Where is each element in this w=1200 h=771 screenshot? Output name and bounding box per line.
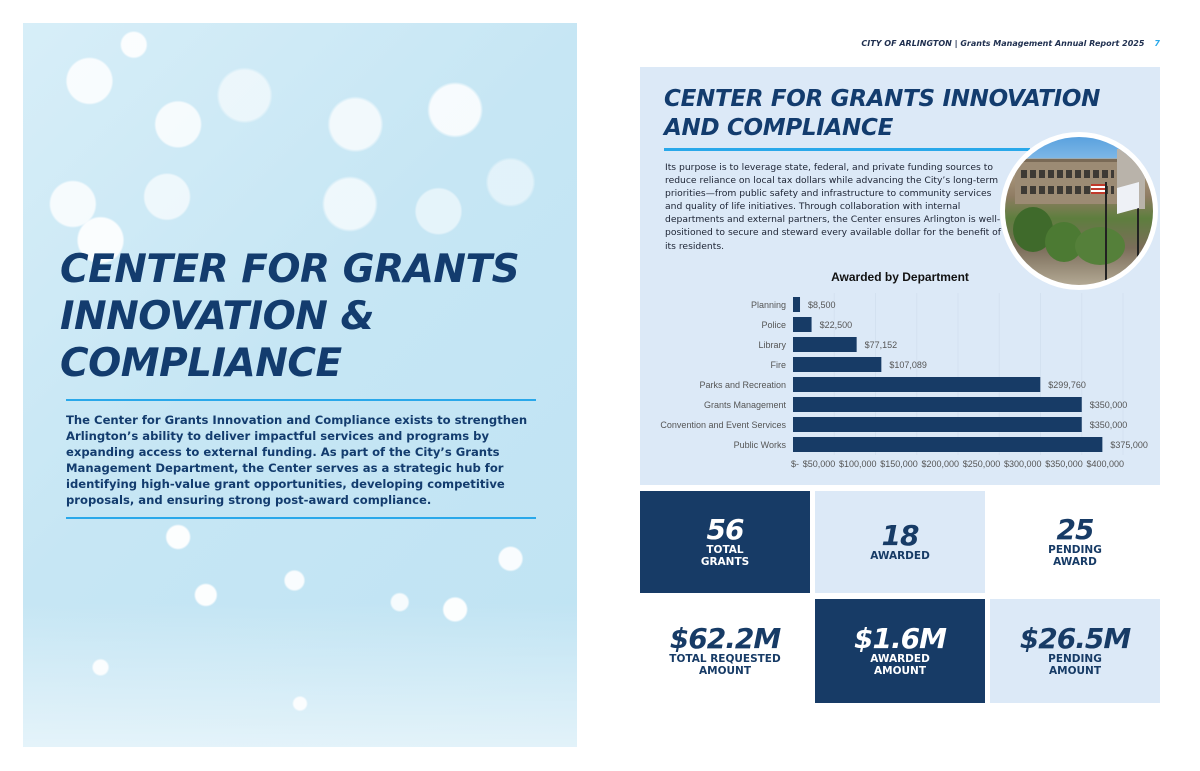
category-label: Convention and Event Services: [660, 420, 786, 430]
hero-bokeh-image: [23, 23, 577, 747]
stat-tile: $62.2M TOTAL REQUESTED AMOUNT: [640, 599, 810, 703]
data-label: $107,089: [889, 360, 927, 370]
category-label: Police: [761, 320, 786, 330]
running-header-text: CITY OF ARLINGTON | Grants Management An…: [861, 39, 1145, 48]
stat-value: $26.5M: [1019, 622, 1131, 655]
x-tick-label: $-: [791, 459, 799, 469]
stat-label: GRANTS: [700, 556, 750, 568]
bar: [793, 437, 1103, 452]
left-title-line: COMPLIANCE: [60, 341, 342, 386]
stat-label: PENDING: [1048, 544, 1102, 556]
category-label: Library: [758, 340, 786, 350]
panel-title-line: AND COMPLIANCE: [664, 115, 893, 141]
photo-city-flag: [1117, 182, 1139, 214]
stat-tile: 25 PENDING AWARD: [990, 491, 1160, 593]
city-hall-photo: [1000, 132, 1158, 290]
x-tick-label: $350,000: [1045, 459, 1083, 469]
x-tick-label: $150,000: [880, 459, 918, 469]
stat-label: AWARDED: [870, 550, 930, 562]
data-label: $350,000: [1090, 400, 1128, 410]
left-divider-top: [66, 399, 536, 401]
stat-label: PENDING: [1048, 653, 1102, 665]
data-label: $8,500: [808, 300, 836, 310]
left-title-line: INNOVATION &: [60, 294, 375, 339]
category-label: Grants Management: [704, 400, 787, 410]
stat-label: AWARD: [1053, 556, 1097, 568]
running-header: CITY OF ARLINGTON | Grants Management An…: [861, 39, 1160, 48]
panel-title: CENTER FOR GRANTS INNOVATION AND COMPLIA…: [664, 85, 1134, 143]
photo-flagpole: [1105, 182, 1107, 285]
left-page-intro: The Center for Grants Innovation and Com…: [66, 413, 528, 508]
x-tick-label: $200,000: [921, 459, 959, 469]
stat-tile: 56 TOTAL GRANTS: [640, 491, 810, 593]
stat-label: AWARDED: [870, 653, 930, 665]
page-number: 7: [1154, 39, 1160, 48]
x-tick-label: $250,000: [963, 459, 1001, 469]
photo-tree: [1075, 227, 1125, 265]
bar-chart-svg: Planning $8,500 Police $22,500 Library $77,15…: [660, 293, 1148, 469]
bar: [793, 297, 801, 312]
category-label: Parks and Recreation: [699, 380, 786, 390]
bar: [793, 317, 812, 332]
data-label: $375,000: [1110, 440, 1148, 450]
stat-label: TOTAL: [706, 544, 744, 556]
bar: [793, 357, 882, 372]
stat-tile: $26.5M PENDING AMOUNT: [990, 599, 1160, 703]
bar: [793, 337, 857, 352]
panel-title-line: CENTER FOR GRANTS INNOVATION: [664, 86, 1101, 112]
left-title-line: CENTER FOR GRANTS: [60, 247, 520, 292]
stat-label: AMOUNT: [874, 665, 926, 677]
stat-value: 56: [706, 513, 745, 546]
stat-tile: $1.6M AWARDED AMOUNT: [815, 599, 985, 703]
info-panel: CENTER FOR GRANTS INNOVATION AND COMPLIA…: [640, 67, 1160, 485]
category-label: Public Works: [734, 440, 787, 450]
x-tick-label: $300,000: [1004, 459, 1042, 469]
awarded-by-department-chart: Planning $8,500 Police $22,500 Library $77,15…: [640, 289, 1160, 479]
stat-value: 18: [881, 519, 920, 552]
bar: [793, 377, 1041, 392]
bar: [793, 397, 1082, 412]
stat-value: 25: [1056, 513, 1095, 546]
stat-label: TOTAL REQUESTED: [669, 653, 781, 665]
x-tick-label: $400,000: [1086, 459, 1124, 469]
stat-label: AMOUNT: [699, 665, 751, 677]
category-label: Planning: [751, 300, 786, 310]
stat-tile: 18 AWARDED: [815, 491, 985, 593]
panel-divider: [664, 148, 1030, 151]
data-label: $299,760: [1048, 380, 1086, 390]
bar: [793, 417, 1082, 432]
left-divider-bottom: [66, 517, 536, 519]
x-tick-label: $100,000: [839, 459, 877, 469]
data-label: $22,500: [820, 320, 853, 330]
photo-us-flag: [1091, 184, 1105, 194]
stat-label: AMOUNT: [1049, 665, 1101, 677]
stat-value: $1.6M: [854, 622, 947, 655]
panel-body-text: Its purpose is to leverage state, federa…: [665, 162, 1001, 252]
x-tick-label: $50,000: [803, 459, 836, 469]
data-label: $350,000: [1090, 420, 1128, 430]
data-label: $77,152: [865, 340, 898, 350]
photo-building: [1015, 159, 1120, 204]
category-label: Fire: [771, 360, 787, 370]
stat-value: $62.2M: [669, 622, 781, 655]
chart-title: Awarded by Department: [831, 270, 969, 284]
photo-flagpole: [1137, 192, 1139, 282]
left-page-title: CENTER FOR GRANTS INNOVATION & COMPLIANC…: [60, 246, 560, 387]
